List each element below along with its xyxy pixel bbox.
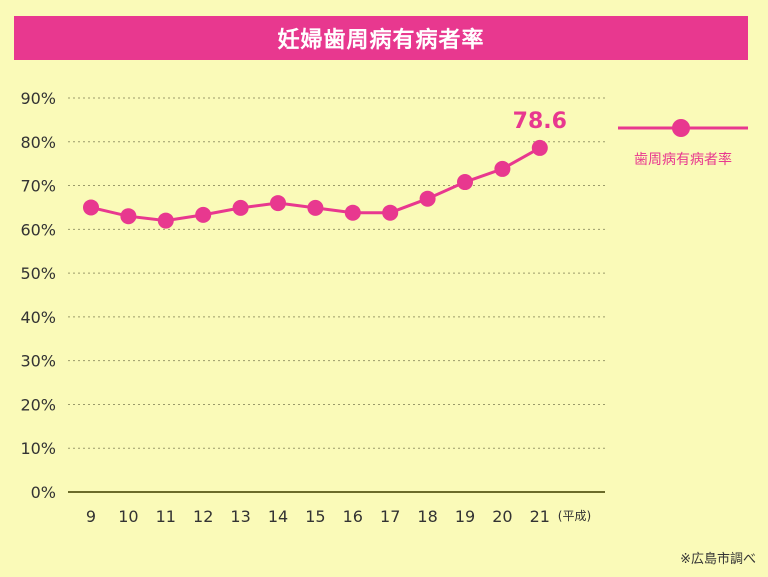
y-tick-label: 10% (20, 439, 56, 458)
y-tick-label: 70% (20, 177, 56, 196)
y-tick-label: 50% (20, 264, 56, 283)
x-axis-ticks: 9 10 11 12 13 14 15 16 17 18 19 20 21 (86, 507, 550, 526)
data-point (120, 208, 137, 225)
data-point (195, 206, 212, 223)
x-tick-label: 17 (380, 507, 400, 526)
grid-lines (68, 97, 605, 449)
source-note: ※広島市調べ (680, 552, 756, 567)
chart-title: 妊婦歯周病有病者率 (14, 16, 748, 60)
data-point (232, 199, 249, 216)
value-annotation: 78.6 (513, 109, 567, 134)
data-point (382, 204, 399, 221)
data-point (531, 139, 548, 156)
x-tick-label: 11 (156, 507, 176, 526)
x-tick-label: 16 (343, 507, 363, 526)
x-tick-label: 15 (305, 507, 325, 526)
legend-label: 歯周病有病者率 (634, 151, 732, 168)
data-point (494, 160, 511, 177)
y-tick-label: 80% (20, 133, 56, 152)
data-point (270, 195, 286, 212)
x-tick-label: 10 (118, 507, 138, 526)
x-tick-label: 21 (530, 507, 550, 526)
y-tick-label: 90% (20, 89, 56, 108)
y-tick-label: 40% (20, 308, 56, 327)
legend: 歯周病有病者率 (618, 119, 748, 168)
data-point (307, 199, 324, 216)
y-tick-label: 0% (31, 483, 56, 502)
y-tick-label: 30% (20, 352, 56, 371)
data-point (344, 204, 361, 221)
data-point (419, 190, 436, 207)
y-tick-label: 20% (20, 395, 56, 414)
x-tick-label: 14 (268, 507, 288, 526)
data-point (83, 199, 99, 216)
series-layer (83, 139, 548, 229)
x-tick-label: 13 (230, 507, 250, 526)
data-point (157, 212, 174, 229)
data-point (457, 174, 473, 191)
x-tick-label: 12 (193, 507, 213, 526)
x-tick-label: 18 (417, 507, 437, 526)
x-tick-label: 19 (455, 507, 475, 526)
x-tick-label: 9 (86, 507, 96, 526)
x-axis-unit: (平成) (558, 509, 591, 523)
x-tick-label: 20 (492, 507, 512, 526)
y-axis-ticks: 0% 10% 20% 30% 40% 50% 60% 70% 80% 90% (20, 89, 56, 502)
legend-marker (672, 119, 690, 137)
y-tick-label: 60% (20, 220, 56, 239)
